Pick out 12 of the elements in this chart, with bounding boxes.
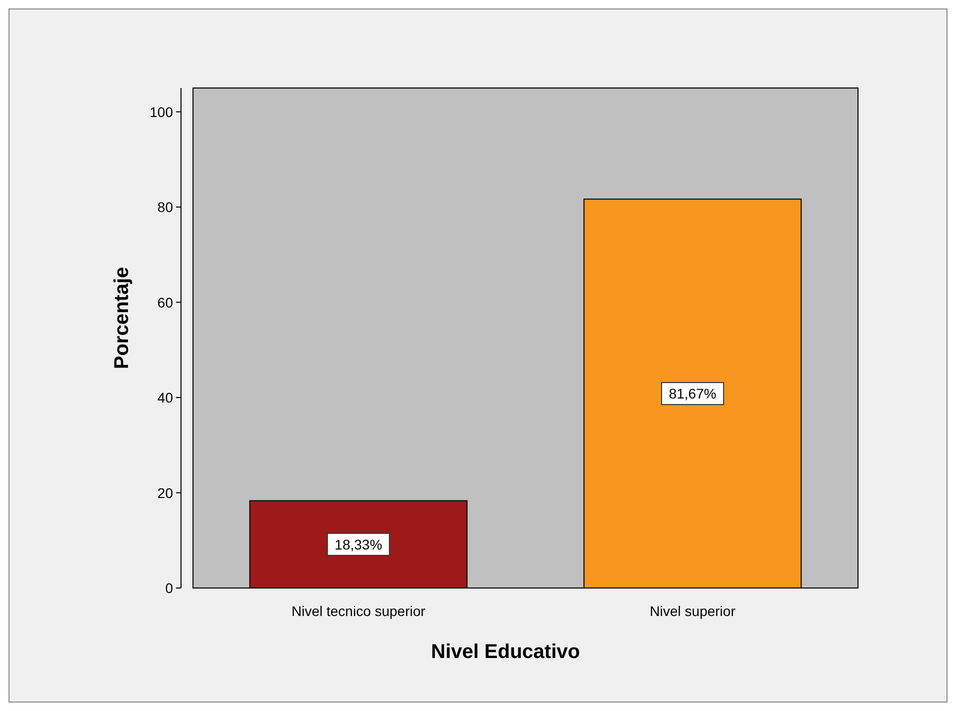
data-label: 18,33% xyxy=(334,536,382,552)
x-tick-label: Nivel tecnico superior xyxy=(291,603,426,619)
x-tick-label: Nivel superior xyxy=(650,603,736,619)
data-label: 81,67% xyxy=(668,386,716,402)
y-axis-title: Porcentaje xyxy=(111,266,133,370)
y-tick-label: 100 xyxy=(150,104,174,120)
y-tick-label: 60 xyxy=(157,294,174,310)
y-tick-label: 0 xyxy=(165,580,174,596)
y-tick-label: 20 xyxy=(157,484,174,501)
y-tick-label: 80 xyxy=(157,199,174,216)
x-axis-title: Nivel Educativo xyxy=(431,641,580,663)
y-tick-label: 40 xyxy=(157,390,174,406)
